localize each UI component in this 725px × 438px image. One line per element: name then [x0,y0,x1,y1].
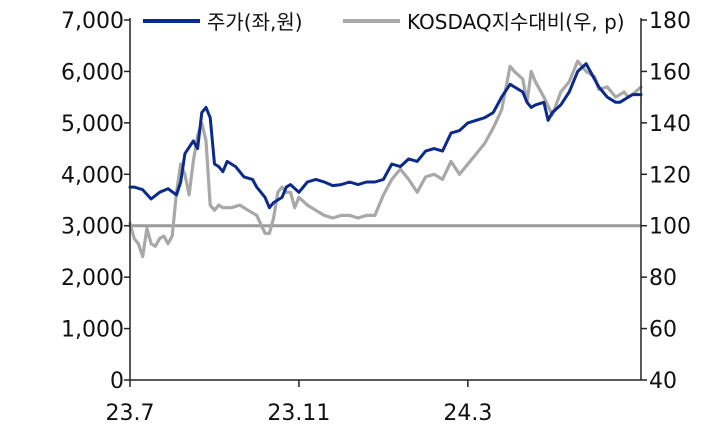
x-tick-label: 23.11 [267,401,330,426]
left-tick-label: 6,000 [61,60,124,85]
right-tick-label: 80 [649,266,677,291]
legend-label-stock-price: 주가(좌,원) [207,10,303,34]
legend: 주가(좌,원) KOSDAQ지수대비(우, p) [143,10,625,34]
series-line-kosdaq-relative [128,59,643,259]
right-tick-label: 140 [649,112,691,137]
right-tick-label: 120 [649,163,691,188]
left-tick-label: 1,000 [61,318,124,343]
left-tick-label: 0 [110,369,124,394]
axes-layer: 0 1,000 2,000 3,000 4,000 5,000 6,000 7,000 40 60… [61,9,691,426]
legend-label-kosdaq-relative: KOSDAQ지수대비(우, p) [407,10,625,34]
x-tick-label: 24.3 [443,401,492,426]
right-tick-label: 180 [649,9,691,34]
left-tick-label: 4,000 [61,163,124,188]
left-tick-label: 5,000 [61,112,124,137]
series-line-stock-price [128,62,643,210]
right-tick-label: 160 [649,60,691,85]
right-tick-label: 60 [649,318,677,343]
left-tick-label: 7,000 [61,9,124,34]
right-tick-label: 40 [649,369,677,394]
left-tick-label: 3,000 [61,215,124,240]
right-tick-label: 100 [649,215,691,240]
series-layer [128,59,643,259]
left-tick-label: 2,000 [61,266,124,291]
x-tick-label: 23.7 [106,401,155,426]
